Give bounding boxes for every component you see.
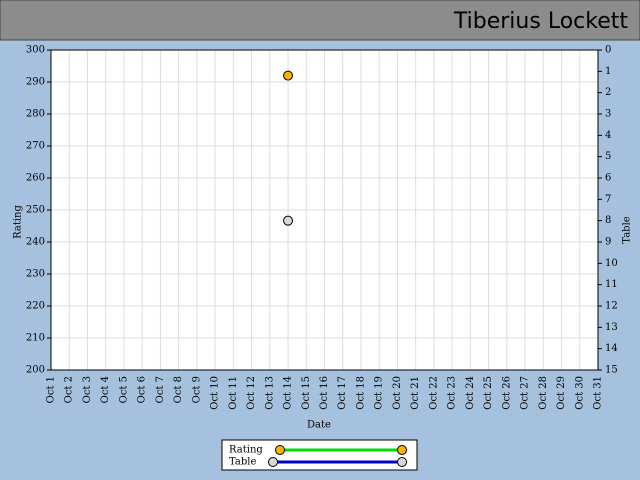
y2-tick-label: 8 bbox=[605, 215, 611, 226]
y2-tick-label: 5 bbox=[605, 151, 611, 162]
y2-tick-label: 6 bbox=[605, 173, 611, 184]
legend-marker bbox=[268, 457, 278, 467]
x-tick-label: Oct 11 bbox=[228, 376, 239, 410]
x-tick-label: Oct 14 bbox=[283, 376, 294, 410]
x-tick-label: Oct 28 bbox=[538, 376, 549, 410]
y2-tick-label: 3 bbox=[605, 109, 611, 120]
x-tick-label: Oct 18 bbox=[355, 376, 366, 410]
y-tick-label: 260 bbox=[26, 173, 45, 184]
x-tick-label: Oct 6 bbox=[137, 376, 148, 403]
y-tick-label: 230 bbox=[26, 269, 45, 280]
y2-tick-label: 13 bbox=[605, 322, 618, 333]
x-tick-label: Oct 19 bbox=[374, 376, 385, 410]
y2-tick-label: 12 bbox=[605, 301, 618, 312]
y2-tick-label: 2 bbox=[605, 87, 611, 98]
point bbox=[283, 215, 294, 226]
x-tick-label: Oct 24 bbox=[465, 376, 476, 410]
x-tick-label: Oct 20 bbox=[392, 376, 403, 410]
x-tick-label: Oct 30 bbox=[574, 376, 585, 410]
x-tick-label: Oct 8 bbox=[173, 376, 184, 403]
point bbox=[283, 70, 294, 81]
y-tick-label: 250 bbox=[26, 205, 45, 216]
legend-marker bbox=[275, 445, 285, 455]
y-tick-label: 210 bbox=[26, 333, 45, 344]
axes: Oct 1 Oct 2 Oct 3 Oct 4 Oct 5 Oct 6 Oct 7 Oct 8… bbox=[26, 45, 618, 410]
y2-tick-label: 4 bbox=[605, 130, 611, 141]
legend bbox=[221, 439, 418, 471]
x-tick-label: Oct 31 bbox=[593, 376, 604, 410]
x-tick-label: Oct 9 bbox=[191, 376, 202, 403]
y-tick-label: 240 bbox=[26, 237, 45, 248]
x-tick-label: Oct 4 bbox=[100, 376, 111, 403]
y-tick-label: 280 bbox=[26, 109, 45, 120]
y2-axis-title: Table bbox=[622, 216, 633, 243]
y-tick-label: 270 bbox=[26, 141, 45, 152]
x-tick-label: Oct 25 bbox=[483, 376, 494, 410]
y2-tick-label: 0 bbox=[605, 45, 611, 56]
legend-label: Table bbox=[229, 457, 256, 468]
x-tick-label: Oct 23 bbox=[447, 376, 458, 410]
y2-tick-label: 1 bbox=[605, 66, 611, 77]
y2-tick-label: 15 bbox=[605, 365, 618, 376]
x-tick-label: Oct 29 bbox=[556, 376, 567, 410]
x-tick-label: Oct 13 bbox=[264, 376, 275, 410]
x-tick-label: Oct 26 bbox=[501, 376, 512, 410]
x-tick-label: Oct 22 bbox=[428, 376, 439, 410]
y-axis-title: Rating bbox=[13, 205, 24, 239]
x-tick-label: Oct 21 bbox=[410, 376, 421, 410]
marks bbox=[283, 70, 294, 226]
x-tick-label: Oct 27 bbox=[520, 376, 531, 410]
x-tick-label: Oct 15 bbox=[301, 376, 312, 410]
y-tick-label: 200 bbox=[26, 365, 45, 376]
legend-marker bbox=[397, 457, 407, 467]
y2-tick-label: 7 bbox=[605, 194, 611, 205]
x-tick-label: Oct 17 bbox=[337, 376, 348, 410]
y2-tick-label: 9 bbox=[605, 237, 611, 248]
legend-label: Rating bbox=[229, 445, 263, 456]
x-tick-label: Oct 2 bbox=[64, 376, 75, 403]
x-tick-label: Oct 16 bbox=[319, 376, 330, 410]
legend-marker bbox=[397, 445, 407, 455]
y-tick-label: 300 bbox=[26, 45, 45, 56]
y2-tick-label: 14 bbox=[605, 343, 618, 354]
header-bar bbox=[0, 0, 640, 41]
x-tick-label: Oct 5 bbox=[118, 376, 129, 403]
x-tick-label: Oct 3 bbox=[82, 376, 93, 403]
y2-tick-label: 10 bbox=[605, 258, 618, 269]
y2-tick-label: 11 bbox=[605, 279, 618, 290]
y-tick-label: 220 bbox=[26, 301, 45, 312]
x-tick-label: Oct 12 bbox=[246, 376, 257, 410]
x-tick-label: Oct 10 bbox=[210, 376, 221, 410]
y-tick-label: 290 bbox=[26, 77, 45, 88]
header-title: Tiberius Lockett bbox=[453, 9, 628, 34]
x-tick-label: Oct 7 bbox=[155, 376, 166, 403]
plot-border bbox=[50, 49, 599, 371]
x-tick-label: Oct 1 bbox=[46, 376, 57, 403]
x-axis-title: Date bbox=[307, 420, 331, 431]
